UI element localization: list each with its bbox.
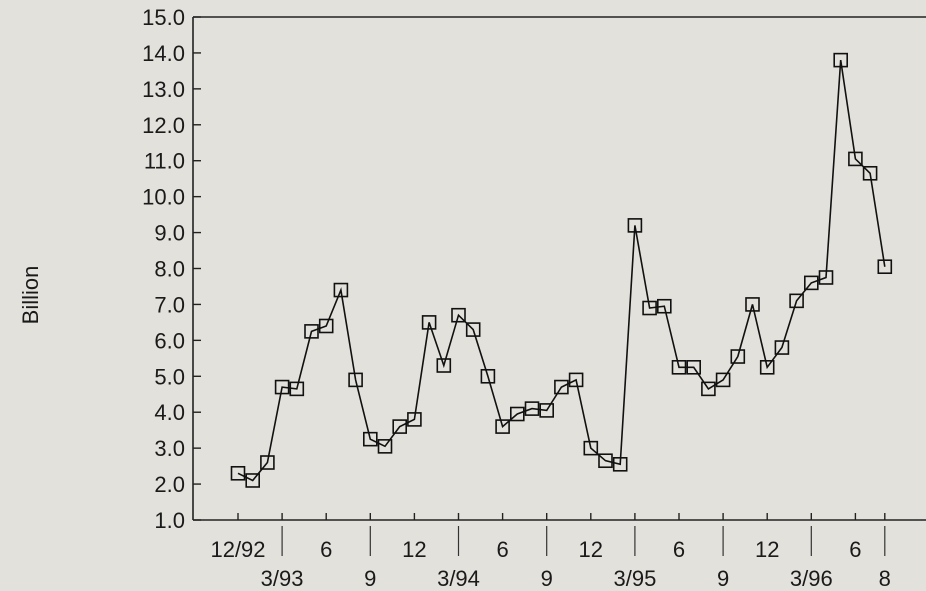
data-point-marker bbox=[377, 439, 393, 454]
y-tick-label: 12.0 bbox=[142, 113, 185, 138]
data-point-marker bbox=[245, 473, 260, 488]
x-tick-label: 12 bbox=[402, 537, 426, 562]
data-point-marker bbox=[848, 151, 863, 167]
data-point-marker bbox=[568, 372, 584, 388]
y-tick-label: 2.0 bbox=[154, 472, 185, 497]
data-point-marker bbox=[715, 372, 731, 388]
data-point-marker bbox=[480, 368, 496, 384]
data-point-marker bbox=[818, 270, 834, 285]
data-point-marker bbox=[642, 300, 657, 316]
x-tick-label: 6 bbox=[849, 537, 861, 562]
data-point-marker bbox=[304, 324, 319, 339]
y-tick-label: 6.0 bbox=[154, 328, 185, 353]
y-axis-title-group: Billion bbox=[18, 266, 43, 325]
y-axis-title: Billion bbox=[18, 266, 43, 325]
x-tick-label: 12 bbox=[579, 537, 603, 562]
data-point-marker bbox=[230, 465, 246, 481]
x-tick-label: 9 bbox=[364, 566, 376, 591]
x-tick-label: 12/92 bbox=[210, 537, 265, 562]
x-tick-label: 3/94 bbox=[437, 566, 480, 591]
data-point-marker bbox=[554, 379, 569, 395]
x-tick-label: 12 bbox=[755, 537, 779, 562]
series-line bbox=[237, 59, 886, 482]
y-tick-label: 5.0 bbox=[154, 364, 185, 389]
y-tick-label: 9.0 bbox=[154, 221, 185, 246]
data-point-marker bbox=[701, 381, 716, 397]
y-tick-label: 4.0 bbox=[154, 400, 185, 425]
y-tick-label: 1.0 bbox=[154, 508, 185, 533]
y-axis: 1.0 2.0 3.0 4.0 5.0 6.0 7.0 8.0 9.0 10.0 11.0 12.0 1… bbox=[142, 5, 201, 533]
y-tick-label: 7.0 bbox=[154, 292, 185, 317]
data-point-marker bbox=[495, 419, 510, 434]
x-tick-label: 6 bbox=[320, 537, 332, 562]
data-point-marker bbox=[862, 165, 878, 181]
data-point-marker bbox=[686, 360, 702, 375]
data-point-marker bbox=[348, 372, 363, 388]
data-point-marker bbox=[583, 440, 599, 456]
y-tick-label: 3.0 bbox=[154, 436, 185, 461]
x-tick-label: 6 bbox=[673, 537, 685, 562]
data-point-marker bbox=[539, 403, 555, 418]
data-point-marker bbox=[362, 431, 378, 447]
data-point-marker bbox=[509, 406, 525, 422]
data-point-marker bbox=[524, 401, 540, 416]
data-point-marker bbox=[289, 381, 305, 397]
data-point-marker bbox=[877, 259, 893, 275]
data-point-marker bbox=[789, 293, 804, 309]
plot-area bbox=[192, 16, 926, 521]
data-point-marker bbox=[451, 307, 466, 323]
data-point-marker bbox=[436, 358, 452, 373]
x-tick-label: 8 bbox=[879, 566, 891, 591]
y-tick-label: 13.0 bbox=[142, 77, 185, 102]
data-point-marker bbox=[774, 340, 790, 355]
data-point-marker bbox=[671, 360, 687, 375]
data-point-marker bbox=[745, 297, 760, 312]
data-point-marker bbox=[260, 455, 275, 470]
data-point-marker bbox=[407, 412, 422, 427]
data-point-marker bbox=[465, 322, 481, 337]
data-point-marker bbox=[759, 360, 775, 375]
data-point-marker bbox=[318, 318, 334, 334]
data-point-marker bbox=[627, 218, 643, 233]
x-tick-label: 6 bbox=[496, 537, 508, 562]
x-tick-label: 9 bbox=[541, 566, 553, 591]
x-tick-label: 3/95 bbox=[613, 566, 656, 591]
data-point-marker bbox=[730, 349, 746, 364]
data-point-marker bbox=[833, 52, 849, 68]
data-point-marker bbox=[421, 315, 437, 330]
y-tick-label: 15.0 bbox=[142, 5, 185, 30]
y-tick-label: 10.0 bbox=[142, 185, 185, 210]
data-point-marker bbox=[274, 379, 290, 395]
data-point-marker bbox=[392, 419, 408, 434]
y-tick-label: 11.0 bbox=[144, 149, 185, 174]
x-tick-label: 3/93 bbox=[261, 566, 304, 591]
data-point-marker bbox=[333, 282, 349, 298]
data-point-marker bbox=[598, 453, 613, 469]
data-point-marker bbox=[612, 457, 628, 472]
x-tick-label: 9 bbox=[717, 566, 729, 591]
x-tick-label: 3/96 bbox=[790, 566, 833, 591]
y-tick-label: 8.0 bbox=[154, 257, 185, 282]
data-series bbox=[230, 52, 893, 488]
data-point-marker bbox=[803, 275, 819, 291]
data-point-marker bbox=[656, 298, 672, 314]
y-tick-label: 14.0 bbox=[142, 41, 185, 66]
